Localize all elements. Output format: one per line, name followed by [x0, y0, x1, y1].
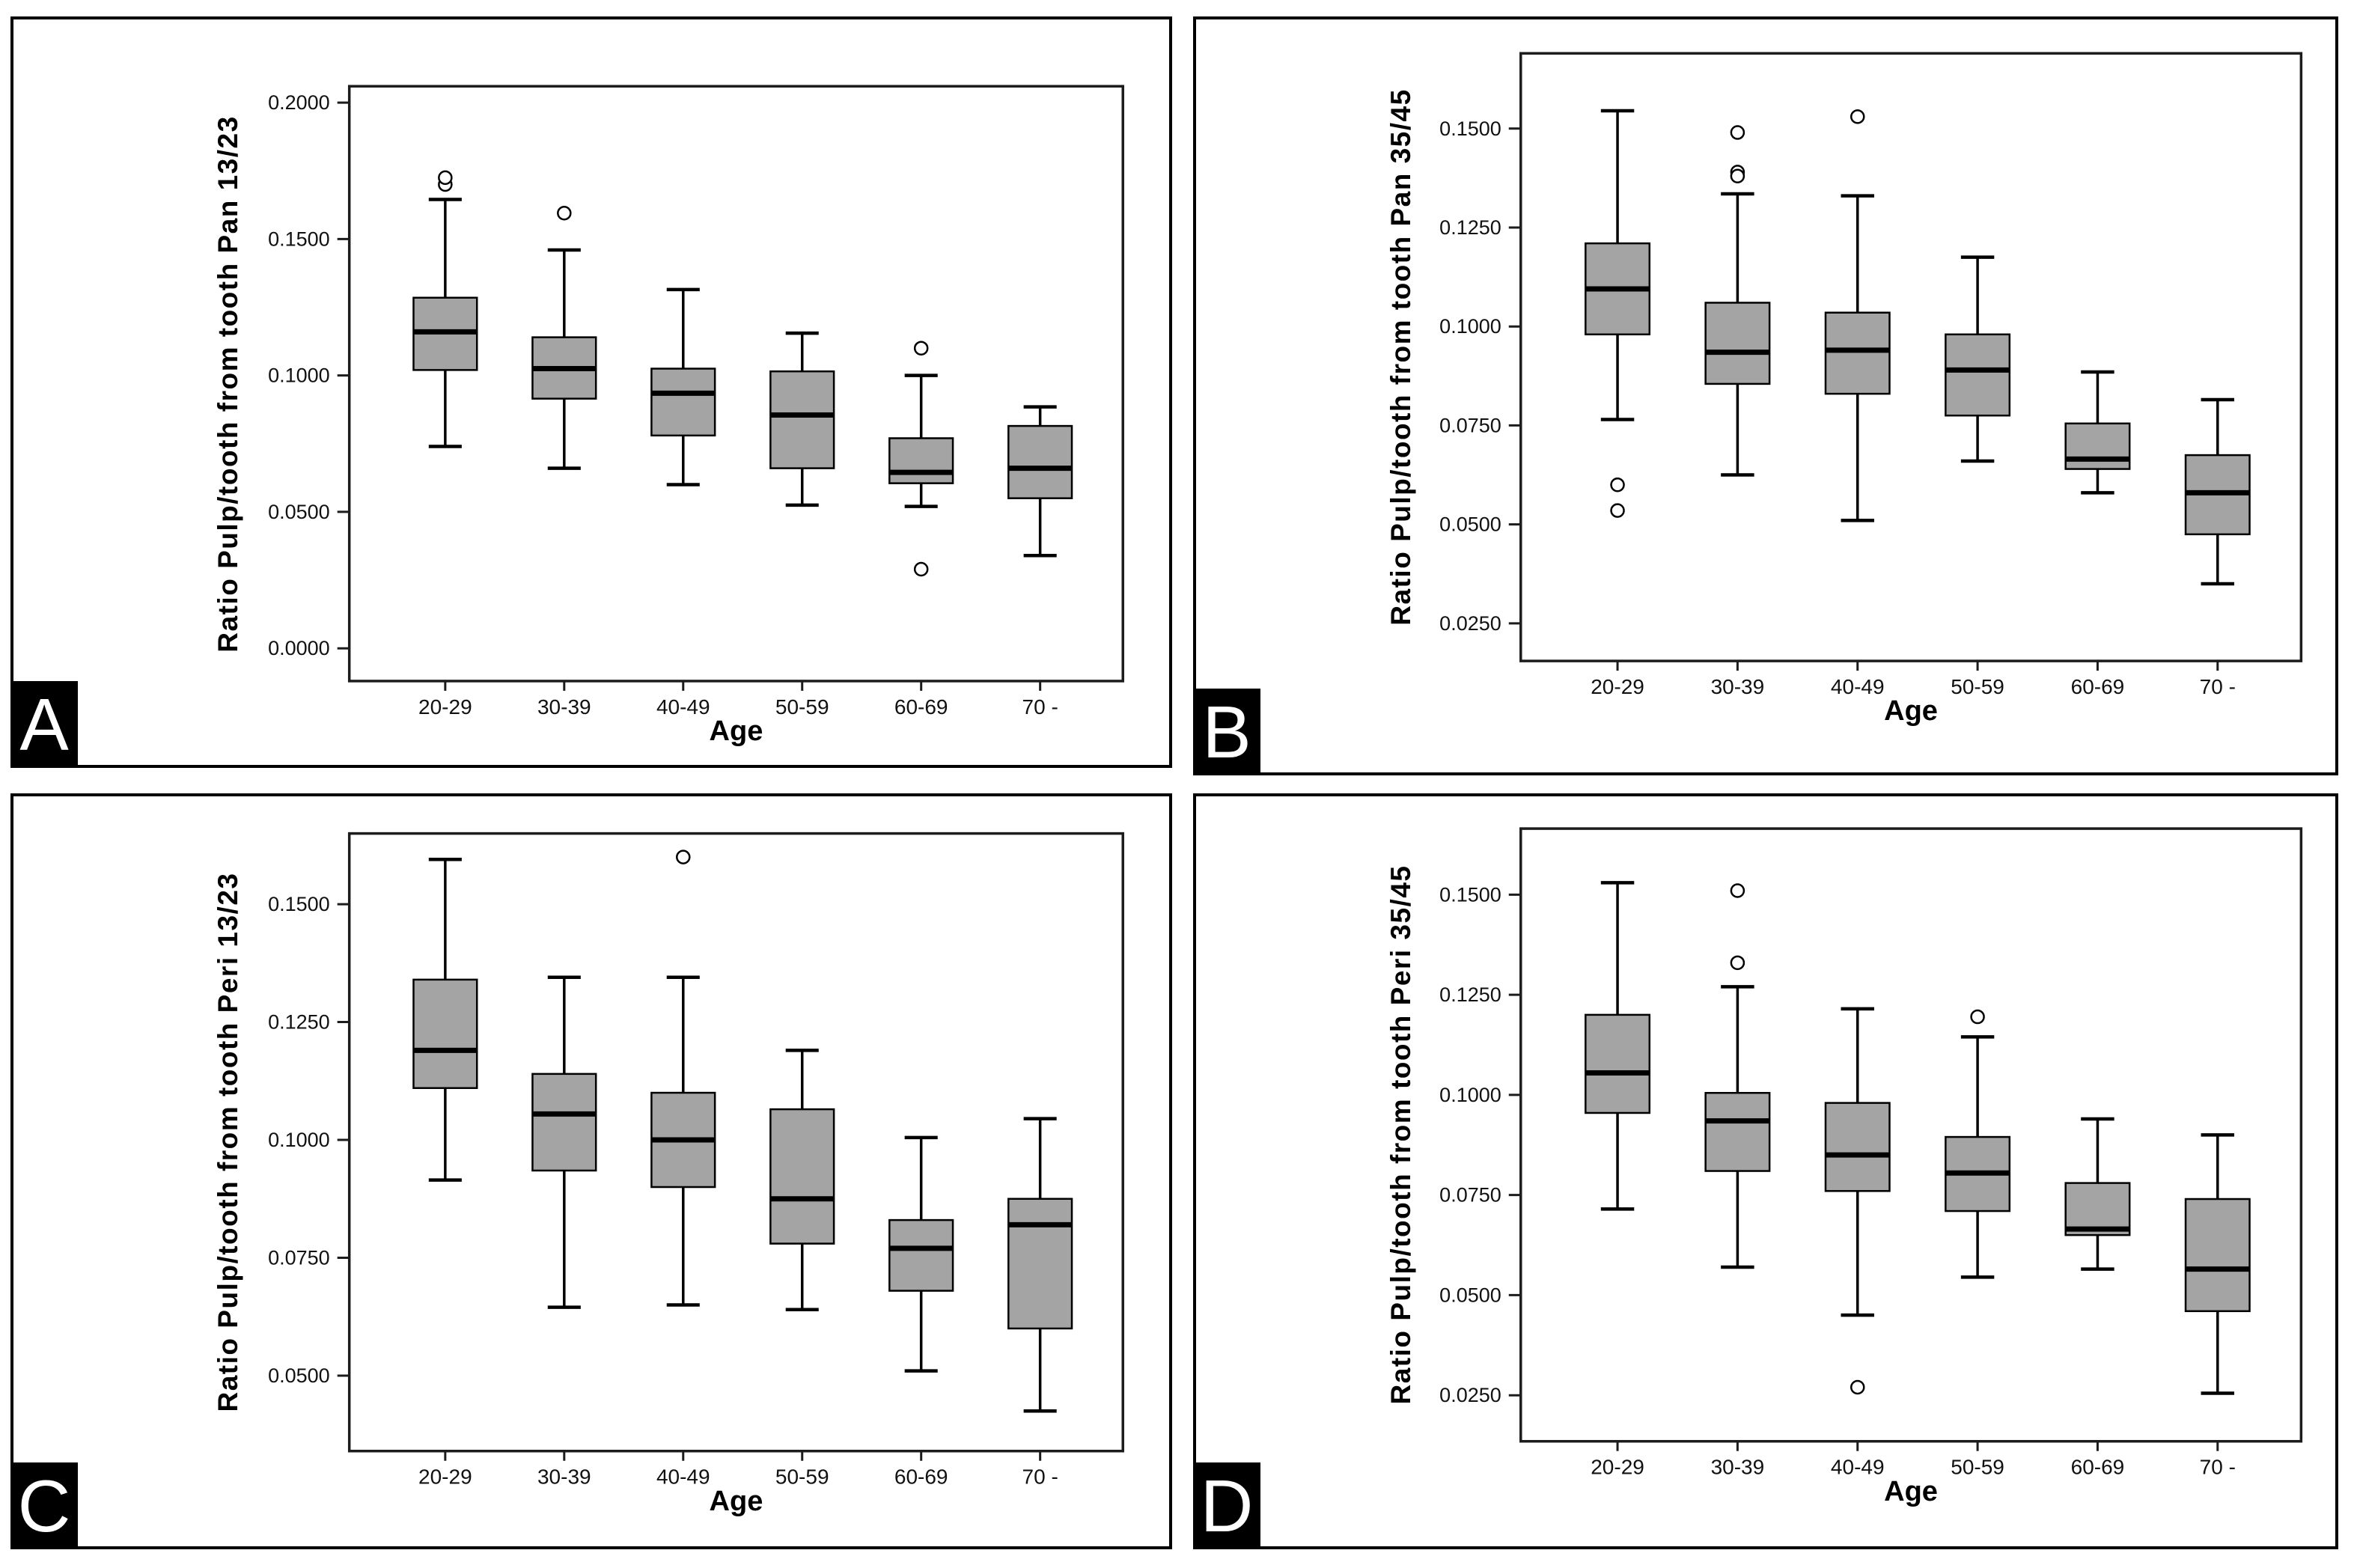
svg-text:0.0500: 0.0500 — [268, 1364, 330, 1387]
svg-text:0.1000: 0.1000 — [268, 364, 330, 387]
svg-text:0.1250: 0.1250 — [1439, 216, 1501, 239]
svg-text:0.0750: 0.0750 — [268, 1246, 330, 1269]
x-axis-label: Age — [709, 1485, 763, 1517]
x-axis-label: Age — [1884, 695, 1938, 727]
svg-text:0.2000: 0.2000 — [268, 91, 330, 114]
svg-text:40-49: 40-49 — [1831, 1456, 1885, 1479]
svg-text:60-69: 60-69 — [2071, 675, 2125, 698]
svg-text:0.0250: 0.0250 — [1439, 612, 1501, 635]
svg-text:20-29: 20-29 — [1591, 1456, 1644, 1479]
svg-text:0.1250: 0.1250 — [1439, 983, 1501, 1006]
svg-text:40-49: 40-49 — [1831, 675, 1885, 698]
svg-text:70 -: 70 - — [1022, 1465, 1058, 1489]
svg-text:0.1500: 0.1500 — [1439, 883, 1501, 906]
svg-text:50-59: 50-59 — [775, 1465, 829, 1489]
x-axis-label: Age — [1884, 1475, 1938, 1507]
panel-b: 0.1500 0.1250 0.1000 0.0750 0.0500 0.0250 20-2… — [1193, 16, 2338, 775]
svg-text:0.0000: 0.0000 — [268, 637, 330, 659]
svg-text:0.1500: 0.1500 — [268, 228, 330, 250]
svg-text:40-49: 40-49 — [656, 1465, 710, 1489]
svg-text:50-59: 50-59 — [1951, 1456, 2004, 1479]
svg-text:0.1000: 0.1000 — [1439, 315, 1501, 338]
svg-text:30-39: 30-39 — [537, 695, 591, 719]
x-axis-label: Age — [709, 715, 763, 747]
svg-text:50-59: 50-59 — [1951, 675, 2004, 698]
panel-badge-a: A — [10, 681, 78, 768]
boxplot-peri-13-23: 0.1500 0.1250 0.1000 0.0750 0.0500 20-29 30-39… — [268, 832, 1124, 1489]
boxplot-peri-35-45: 0.1500 0.1250 0.1000 0.0750 0.0500 0.0250 20-2… — [1439, 827, 2303, 1479]
svg-text:20-29: 20-29 — [418, 1465, 472, 1489]
svg-text:20-29: 20-29 — [1591, 675, 1644, 698]
panel-a: 0.2000 0.1500 0.1000 0.0500 0.0000 20-29 30-39… — [10, 16, 1172, 768]
svg-text:0.0500: 0.0500 — [268, 501, 330, 523]
svg-text:0.0500: 0.0500 — [1439, 513, 1501, 536]
svg-text:40-49: 40-49 — [656, 695, 710, 719]
boxplot-pan-35-45: 0.1500 0.1250 0.1000 0.0750 0.0500 0.0250 20-2… — [1439, 52, 2303, 698]
panel-c: 0.1500 0.1250 0.1000 0.0750 0.0500 20-29 30-39… — [10, 793, 1172, 1549]
svg-text:0.1500: 0.1500 — [268, 893, 330, 915]
svg-text:20-29: 20-29 — [418, 695, 472, 719]
svg-text:70 -: 70 - — [2200, 675, 2236, 698]
y-axis-label: Ratio Pulp/tooth from tooth Peri 35/45 — [1385, 864, 1416, 1405]
svg-text:0.0750: 0.0750 — [1439, 414, 1501, 436]
y-axis-label: Ratio Pulp/tooth from tooth Peri 13/23 — [212, 872, 243, 1412]
svg-text:0.1500: 0.1500 — [1439, 118, 1501, 140]
svg-text:30-39: 30-39 — [1711, 1456, 1765, 1479]
boxplot-pan-13-23: 0.2000 0.1500 0.1000 0.0500 0.0000 20-29 30-39… — [268, 85, 1124, 719]
panel-badge-c: C — [10, 1462, 78, 1549]
svg-text:70 -: 70 - — [1022, 695, 1058, 719]
svg-text:0.0750: 0.0750 — [1439, 1184, 1501, 1206]
svg-text:70 -: 70 - — [2200, 1456, 2236, 1479]
y-axis-label: Ratio Pulp/tooth from tooth Pan 13/23 — [212, 115, 243, 653]
svg-text:0.0500: 0.0500 — [1439, 1284, 1501, 1306]
svg-text:0.1250: 0.1250 — [268, 1011, 330, 1034]
svg-text:0.1000: 0.1000 — [1439, 1084, 1501, 1106]
panel-d: 0.1500 0.1250 0.1000 0.0750 0.0500 0.0250 20-2… — [1193, 793, 2338, 1549]
svg-text:60-69: 60-69 — [2071, 1456, 2125, 1479]
svg-text:60-69: 60-69 — [894, 695, 948, 719]
panel-badge-d: D — [1193, 1462, 1260, 1549]
svg-text:30-39: 30-39 — [1711, 675, 1765, 698]
svg-text:50-59: 50-59 — [775, 695, 829, 719]
svg-text:0.1000: 0.1000 — [268, 1129, 330, 1151]
svg-text:30-39: 30-39 — [537, 1465, 591, 1489]
panel-badge-b: B — [1193, 689, 1260, 775]
y-axis-label: Ratio Pulp/tooth from tooth Pan 35/45 — [1385, 88, 1416, 626]
svg-text:60-69: 60-69 — [894, 1465, 948, 1489]
svg-text:0.0250: 0.0250 — [1439, 1384, 1501, 1406]
